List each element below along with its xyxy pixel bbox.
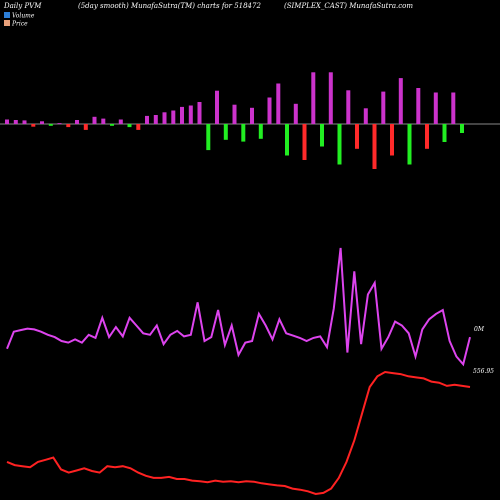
pvm-bar [328, 72, 333, 125]
pvm-bar [258, 124, 263, 139]
pvm-bar [416, 88, 421, 124]
volume-line [6, 247, 471, 367]
pvm-bar [276, 83, 281, 124]
pvm-bar [363, 108, 368, 125]
pvm-bar [337, 124, 342, 165]
pvm-bar [118, 119, 123, 124]
pvm-bar [223, 124, 228, 140]
pvm-bar [22, 120, 27, 124]
pvm-bar [302, 124, 307, 160]
pvm-bar [5, 119, 9, 124]
pvm-bar [346, 90, 351, 125]
pvm-bar [127, 124, 132, 128]
price-line [6, 370, 471, 496]
header-left: Daily PVM [3, 2, 42, 10]
pvm-bar [425, 124, 429, 149]
legend-volume-swatch [4, 12, 10, 18]
pvm-bar [442, 124, 447, 142]
pvm-bar [66, 124, 71, 128]
pvm-bar [162, 112, 167, 124]
pvm-bar [215, 90, 219, 124]
pvm-bar [31, 124, 36, 127]
pvm-bar [153, 115, 158, 124]
pvm-bar [180, 106, 184, 124]
pvm-bar [197, 102, 202, 125]
pvm-bar [92, 116, 97, 124]
pvm-bar [75, 120, 79, 124]
pvm-bar [83, 124, 88, 130]
header-right: (SIMPLEX_CAST) MunafaSutra.com [284, 2, 413, 10]
pvm-bar [407, 124, 412, 165]
pvm-bar [40, 121, 44, 124]
pvm-bar [285, 124, 289, 156]
pvm-bar [398, 78, 403, 124]
header-middle: (5day smooth) MunafaSutra(TM) charts for… [78, 2, 261, 10]
pvm-bar [57, 123, 62, 124]
pvm-bar [311, 72, 316, 125]
pvm-bar [232, 104, 237, 125]
pvm-bar [381, 91, 386, 124]
legend-price-label: Price [11, 21, 28, 28]
pvm-bar [250, 107, 254, 124]
pvm-bar [171, 110, 176, 124]
pvm-bars [5, 72, 464, 169]
pvm-bar [206, 124, 211, 151]
pvm-bar [372, 124, 377, 169]
pvm-bar [320, 124, 324, 147]
pvm-bar [241, 124, 246, 142]
pvm-bar [48, 124, 53, 126]
price-end-label: 556.95 [473, 368, 494, 375]
pvm-bar [460, 124, 464, 133]
pvm-bar [267, 97, 272, 125]
pvm-bar [188, 105, 193, 124]
pvm-bar [390, 124, 394, 156]
volume-end-label: 0M [474, 326, 485, 333]
pvm-bar [110, 124, 114, 126]
pvm-bar [451, 92, 456, 124]
pvm-bar [433, 92, 438, 124]
pvm-bar [145, 115, 149, 124]
legend-price-swatch [4, 20, 10, 26]
pvm-bar [355, 124, 359, 149]
legend-volume-label: Volume [12, 13, 35, 20]
pvm-bar [13, 120, 18, 124]
pvm-bar [293, 103, 298, 125]
pvm-bar [136, 124, 141, 130]
pvm-bar [101, 118, 106, 124]
